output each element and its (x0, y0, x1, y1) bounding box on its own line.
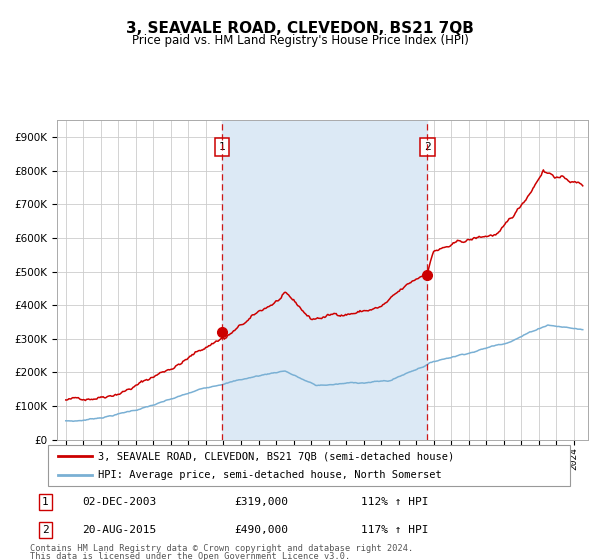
Text: 112% ↑ HPI: 112% ↑ HPI (361, 497, 428, 507)
Text: Price paid vs. HM Land Registry's House Price Index (HPI): Price paid vs. HM Land Registry's House … (131, 34, 469, 46)
FancyBboxPatch shape (48, 445, 570, 486)
Text: HPI: Average price, semi-detached house, North Somerset: HPI: Average price, semi-detached house,… (98, 470, 442, 479)
Text: Contains HM Land Registry data © Crown copyright and database right 2024.: Contains HM Land Registry data © Crown c… (30, 544, 413, 553)
Text: 1: 1 (42, 497, 49, 507)
Text: 3, SEAVALE ROAD, CLEVEDON, BS21 7QB: 3, SEAVALE ROAD, CLEVEDON, BS21 7QB (126, 21, 474, 36)
Bar (222, 120, 427, 440)
Text: 20-AUG-2015: 20-AUG-2015 (82, 525, 157, 535)
Text: 3, SEAVALE ROAD, CLEVEDON, BS21 7QB (semi-detached house): 3, SEAVALE ROAD, CLEVEDON, BS21 7QB (sem… (98, 451, 454, 461)
Text: 2: 2 (424, 142, 431, 152)
Text: £319,000: £319,000 (234, 497, 288, 507)
Text: This data is licensed under the Open Government Licence v3.0.: This data is licensed under the Open Gov… (30, 552, 350, 560)
Text: £490,000: £490,000 (234, 525, 288, 535)
Text: 1: 1 (219, 142, 226, 152)
Text: 02-DEC-2003: 02-DEC-2003 (82, 497, 157, 507)
Text: 2: 2 (42, 525, 49, 535)
Text: 117% ↑ HPI: 117% ↑ HPI (361, 525, 428, 535)
